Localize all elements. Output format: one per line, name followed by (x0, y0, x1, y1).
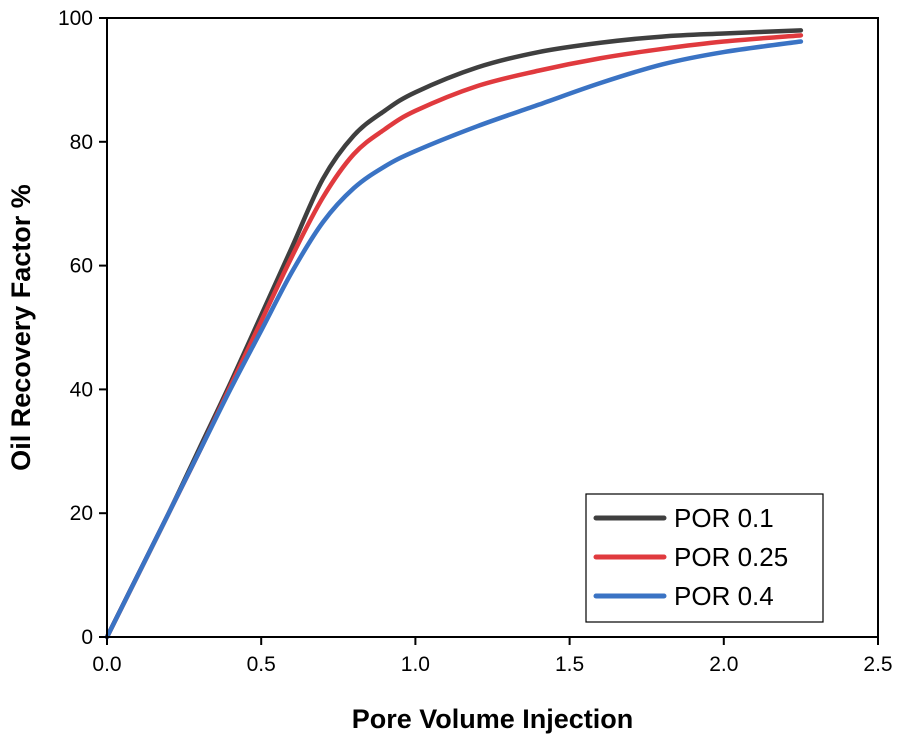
legend-label: POR 0.25 (674, 542, 788, 572)
x-tick-label: 1.5 (555, 653, 584, 676)
plot-frame (106, 17, 879, 638)
y-tick-label: 40 (70, 378, 93, 401)
x-tick-label: 0.0 (92, 653, 121, 676)
y-tick-label: 0 (81, 626, 93, 649)
x-tick-label: 2.5 (863, 653, 892, 676)
ticks-layer: 0.0 0.5 1.0 1.5 2.0 2.5 0 20 40 60 80 100 (58, 7, 893, 676)
y-tick-label: 60 (70, 255, 93, 278)
series-layer (104, 28, 804, 640)
y-tick-label: 20 (70, 502, 93, 525)
x-tick-label: 2.0 (709, 653, 738, 676)
y-tick-label: 80 (70, 131, 93, 154)
series-line-3 (104, 39, 804, 640)
legend-label: POR 0.1 (674, 503, 774, 533)
legend: POR 0.1 POR 0.25 POR 0.4 (585, 493, 824, 623)
x-axis-title: Pore Volume Injection (352, 704, 634, 734)
x-tick-label: 1.0 (401, 653, 430, 676)
y-axis-title: Oil Recovery Factor % (6, 184, 36, 471)
y-tick-label: 100 (58, 7, 93, 30)
x-tick-label: 0.5 (247, 653, 276, 676)
legend-items: POR 0.1 POR 0.25 POR 0.4 (593, 503, 788, 611)
legend-label: POR 0.4 (674, 581, 774, 611)
